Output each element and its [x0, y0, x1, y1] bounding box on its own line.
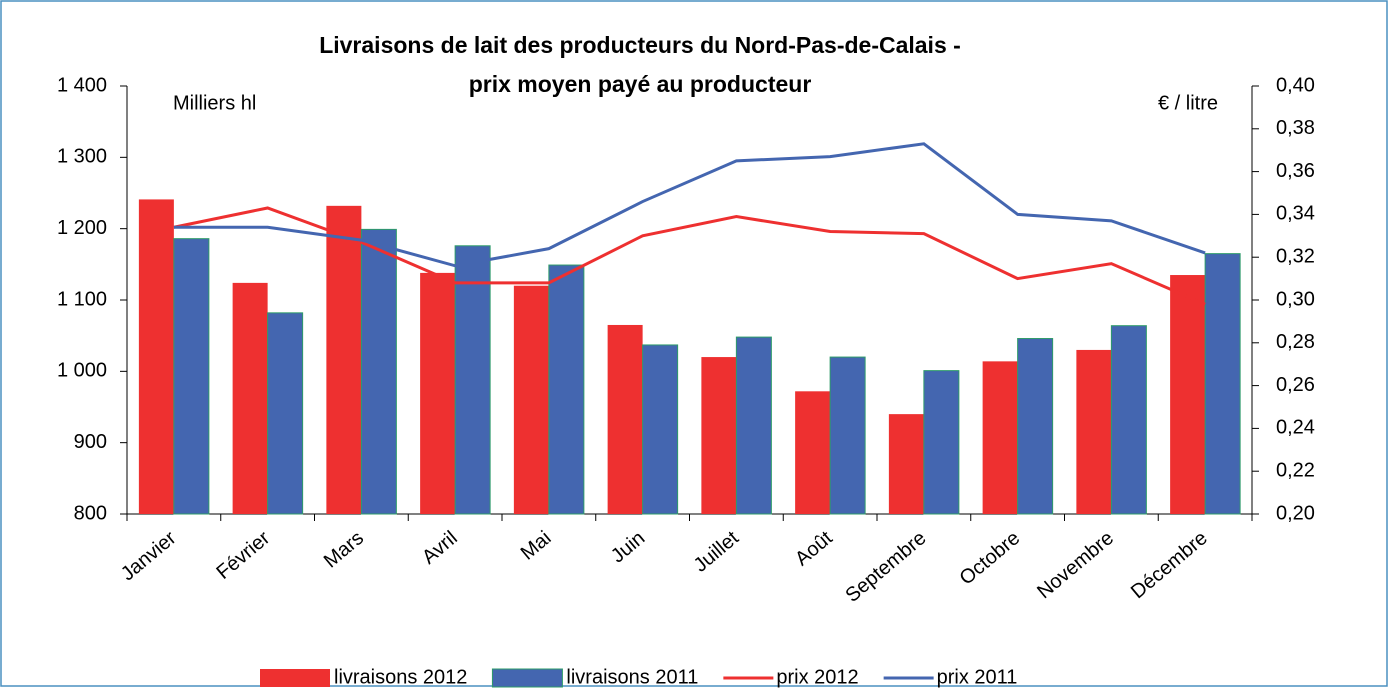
bar: [1017, 338, 1054, 515]
bar: [982, 361, 1018, 514]
bar: [829, 356, 866, 515]
y2-tick-label: 0,38: [1276, 117, 1315, 139]
y-tick-label: 1 000: [57, 360, 107, 382]
bar: [642, 344, 679, 515]
bar: [326, 205, 362, 514]
chart-title: prix moyen payé au producteur: [469, 71, 812, 97]
y2-axis-label: € / litre: [1158, 92, 1218, 114]
bar: [1110, 325, 1147, 515]
bar: [1170, 275, 1206, 514]
bar: [701, 357, 737, 514]
bar: [795, 391, 831, 514]
y2-tick-label: 0,26: [1276, 374, 1315, 396]
bar: [888, 414, 924, 514]
y2-tick-label: 0,24: [1276, 417, 1315, 439]
bar: [923, 370, 960, 515]
y2-tick-label: 0,32: [1276, 245, 1315, 267]
y2-tick-label: 0,40: [1276, 74, 1315, 96]
y-tick-label: 1 100: [57, 288, 107, 310]
y-tick-label: 800: [74, 502, 107, 524]
chart-title: Livraisons de lait des producteurs du No…: [319, 32, 961, 58]
y-tick-label: 1 400: [57, 74, 107, 96]
legend-label: prix 2012: [776, 666, 858, 688]
y2-tick-label: 0,22: [1276, 459, 1315, 481]
y-tick-label: 1 200: [57, 217, 107, 239]
bar: [232, 282, 268, 514]
bar: [267, 312, 304, 515]
y2-tick-label: 0,30: [1276, 288, 1315, 310]
legend-swatch: [491, 668, 563, 688]
y-axis-label: Milliers hl: [173, 92, 256, 114]
y2-tick-label: 0,20: [1276, 502, 1315, 524]
bar: [607, 324, 643, 514]
bar: [735, 336, 772, 515]
legend-label: prix 2011: [937, 666, 1018, 688]
legend-swatch: [260, 669, 330, 687]
legend-label: livraisons 2011: [566, 666, 698, 688]
bar: [1204, 253, 1241, 515]
line: [173, 142, 1206, 268]
y-tick-label: 900: [74, 431, 107, 453]
y2-tick-label: 0,34: [1276, 203, 1315, 225]
bar: [548, 264, 585, 515]
y2-tick-label: 0,28: [1276, 331, 1315, 353]
bar: [360, 228, 397, 515]
y2-tick-label: 0,36: [1276, 160, 1315, 182]
y-tick-label: 1 300: [57, 146, 107, 168]
bar: [454, 245, 491, 515]
bar: [513, 285, 549, 514]
bar: [138, 199, 174, 515]
bar: [420, 272, 456, 514]
bar: [173, 238, 210, 515]
bar: [1076, 349, 1112, 514]
legend-label: livraisons 2012: [334, 666, 467, 688]
